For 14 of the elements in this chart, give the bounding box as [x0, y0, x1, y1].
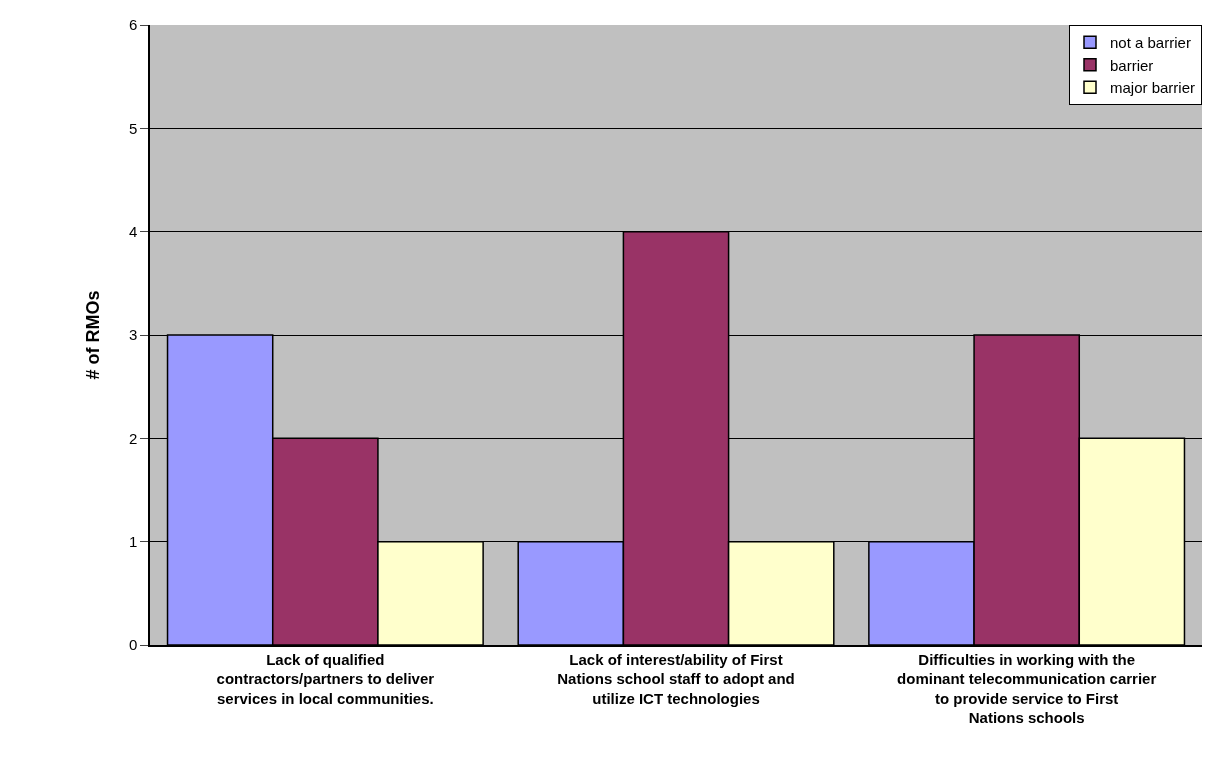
y-tick-label: 1 — [128, 532, 138, 550]
x-tick-label: Difficulties in working with the dominant telecommunication carrier to provide service to First Nations schools — [897, 650, 1157, 727]
y-axis-title: # of RMOs — [82, 290, 103, 380]
x-tick-label: Lack of qualified contractors/partners to deliver services in local communities. — [216, 650, 435, 707]
y-tick-label: 4 — [128, 222, 138, 240]
x-tick-label: Lack of interest/ability of First Nations school staff to adopt and utilize ICT technologies — [557, 650, 795, 707]
legend-label: barrier — [1110, 56, 1154, 74]
y-tick-label: 3 — [128, 326, 138, 344]
y-tick-label: 0 — [128, 636, 138, 654]
legend-label: not a barrier — [1110, 34, 1191, 52]
y-tick-label: 6 — [128, 16, 138, 34]
y-tick-label: 5 — [128, 119, 138, 137]
legend-label: major barrier — [1110, 79, 1196, 97]
y-tick-label: 2 — [128, 429, 138, 447]
